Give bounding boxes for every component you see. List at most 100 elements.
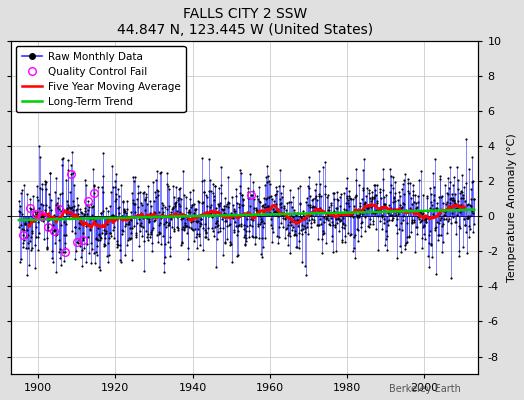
Point <box>216 228 224 234</box>
Point <box>155 229 163 236</box>
Point <box>201 227 210 234</box>
Point <box>435 209 444 216</box>
Point <box>136 188 144 195</box>
Point <box>403 188 412 194</box>
Point <box>114 205 123 212</box>
Point <box>304 202 312 208</box>
Point <box>467 196 475 202</box>
Point <box>57 262 65 268</box>
Point <box>152 214 160 220</box>
Point <box>92 236 100 242</box>
Point <box>33 209 41 216</box>
Point <box>234 223 243 230</box>
Point <box>162 224 170 231</box>
Point <box>71 230 80 237</box>
Point <box>31 265 39 271</box>
Point <box>85 221 93 228</box>
Point <box>232 186 241 192</box>
Point <box>102 228 110 234</box>
Point <box>323 215 331 221</box>
Point <box>72 248 81 255</box>
Point <box>16 259 25 265</box>
Point <box>278 210 287 216</box>
Point <box>93 243 101 249</box>
Point <box>320 214 328 220</box>
Point <box>411 192 419 198</box>
Point <box>407 220 416 226</box>
Point <box>257 254 266 260</box>
Point <box>167 216 175 222</box>
Point <box>93 252 102 258</box>
Point <box>258 235 266 242</box>
Point <box>69 170 78 176</box>
Point <box>341 185 350 192</box>
Point <box>150 218 159 225</box>
Point <box>45 204 53 210</box>
Point <box>470 196 478 202</box>
Point <box>339 220 347 226</box>
Point <box>203 209 211 216</box>
Point <box>159 221 168 227</box>
Point <box>202 192 210 198</box>
Point <box>458 195 467 201</box>
Point <box>392 216 401 222</box>
Point <box>180 222 189 228</box>
Point <box>166 253 174 260</box>
Point <box>52 175 61 182</box>
Point <box>470 220 478 227</box>
Point <box>95 264 104 270</box>
Point <box>453 205 462 211</box>
Point <box>391 209 400 215</box>
Point <box>95 232 103 239</box>
Point <box>422 219 431 226</box>
Point <box>195 242 204 248</box>
Point <box>401 240 410 246</box>
Point <box>219 252 227 258</box>
Point <box>64 156 72 163</box>
Point <box>368 189 376 195</box>
Point <box>90 190 99 196</box>
Point <box>228 202 237 208</box>
Point <box>323 194 331 200</box>
Point <box>238 196 247 203</box>
Point <box>420 222 429 228</box>
Point <box>345 202 354 209</box>
Point <box>285 230 293 236</box>
Point <box>386 166 395 173</box>
Point <box>365 187 373 193</box>
Point <box>136 210 145 216</box>
Point <box>165 220 173 227</box>
Point <box>320 183 329 189</box>
Point <box>141 195 149 202</box>
Point <box>127 235 135 241</box>
Point <box>195 199 204 206</box>
Point <box>297 227 305 234</box>
Point <box>303 220 311 226</box>
Point <box>452 219 461 226</box>
Point <box>39 218 48 224</box>
Point <box>166 244 174 250</box>
Point <box>135 228 144 234</box>
Point <box>379 187 387 194</box>
Point <box>160 260 169 266</box>
Point <box>383 218 391 224</box>
Point <box>260 219 268 226</box>
Point <box>230 208 238 215</box>
Point <box>181 223 190 230</box>
Point <box>417 235 425 242</box>
Point <box>420 223 428 229</box>
Point <box>158 210 166 217</box>
Point <box>337 224 346 230</box>
Point <box>259 244 267 250</box>
Point <box>145 216 154 222</box>
Point <box>112 171 121 178</box>
Point <box>211 183 220 190</box>
Point <box>64 202 73 208</box>
Point <box>224 204 233 210</box>
Point <box>45 217 53 223</box>
Point <box>223 223 231 229</box>
Point <box>131 201 139 208</box>
Point <box>408 201 417 207</box>
Y-axis label: Temperature Anomaly (°C): Temperature Anomaly (°C) <box>507 133 517 282</box>
Point <box>349 248 357 255</box>
